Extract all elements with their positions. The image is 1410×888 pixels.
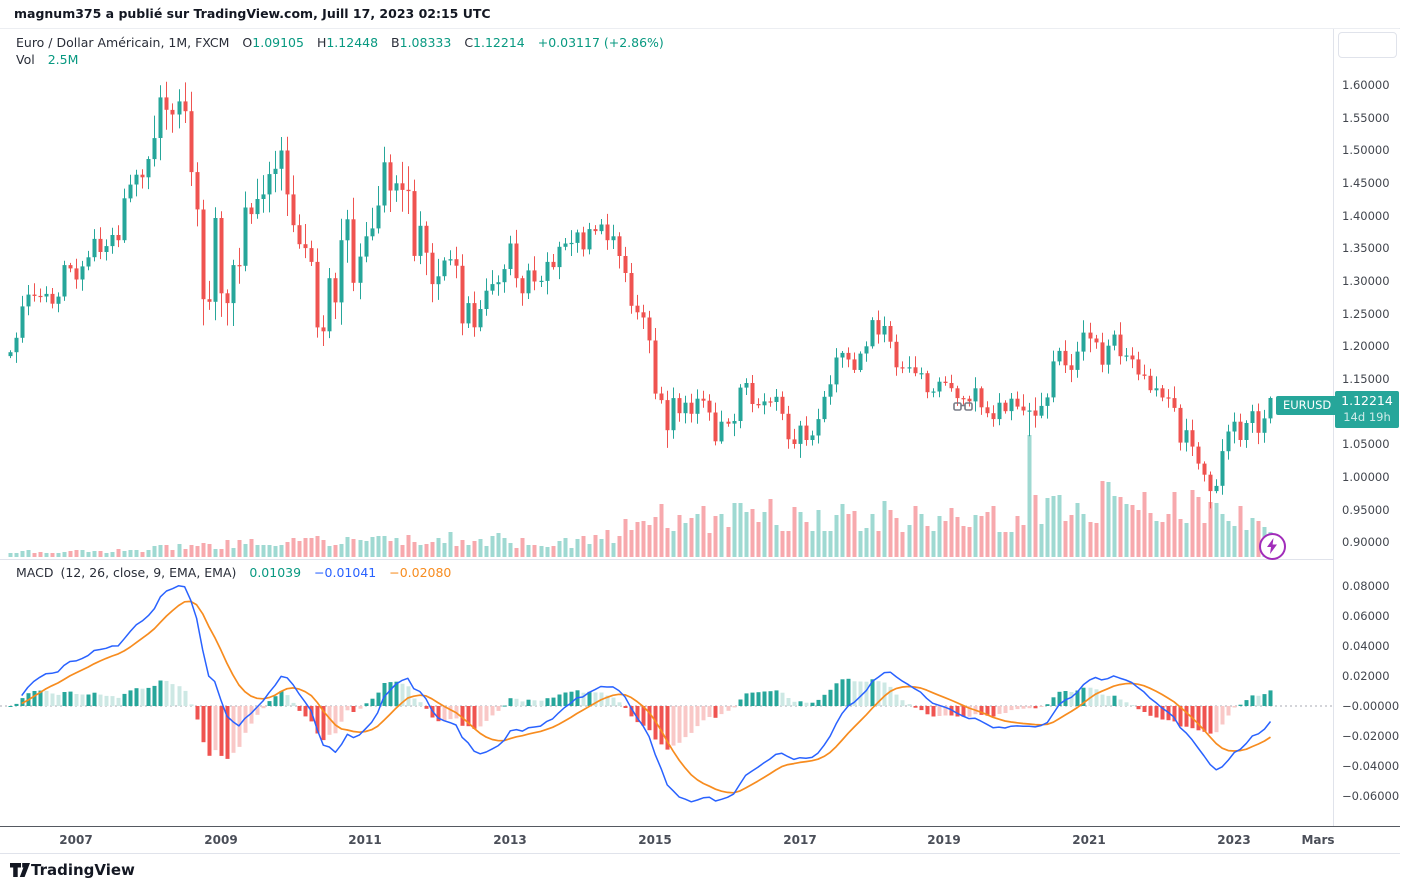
macd-hist-value: 0.01039 (249, 565, 302, 580)
macd-tick-label: 0.02000 (1342, 669, 1390, 683)
price-tick-label: 1.15000 (1342, 372, 1390, 386)
price-axis[interactable]: 1.60000 1.55000 1.50000 1.45000 1.40000 1.350… (1333, 29, 1400, 826)
macd-tick-label: 0.04000 (1342, 639, 1390, 653)
axis-blank-box (1338, 32, 1397, 58)
time-axis-label: 2017 (783, 833, 817, 847)
last-price-label: 1.12214 14d 19h (1335, 391, 1399, 428)
price-tick-label: 1.50000 (1342, 143, 1390, 157)
price-tick-label: 1.20000 (1342, 339, 1390, 353)
price-tick-label: 1.55000 (1342, 111, 1390, 125)
price-tick-label: 1.30000 (1342, 274, 1390, 288)
volume-legend[interactable]: Vol 2.5M (16, 52, 79, 67)
macd-histogram (8, 678, 1273, 759)
high-value: 1.12448 (326, 35, 379, 50)
time-axis-label: 2007 (59, 833, 93, 847)
footer: TradingView (0, 854, 1410, 888)
time-axis-label: 2023 (1217, 833, 1251, 847)
volume-value: 2.5M (47, 52, 79, 67)
time-axis-label: 2015 (638, 833, 672, 847)
time-axis-label: Mars (1301, 833, 1335, 847)
price-tick-label: 1.35000 (1342, 241, 1390, 255)
chart-widget: Euro / Dollar Américain, 1M, FXCM O1.091… (0, 28, 1400, 854)
macd-main-line (21, 585, 1272, 803)
publish-text: magnum375 a publié sur TradingView.com, … (14, 6, 491, 21)
low-value: 1.08333 (399, 35, 452, 50)
price-tick-label: 1.00000 (1342, 470, 1390, 484)
symbol-legend[interactable]: Euro / Dollar Américain, 1M, FXCM O1.091… (16, 35, 664, 50)
time-axis[interactable]: 2007 2009 2011 2013 2015 2017 2019 2021 2023 Mars (0, 826, 1400, 854)
macd-line-value: −0.01041 (314, 565, 377, 580)
price-tick-label: 1.05000 (1342, 437, 1390, 451)
macd-signal-value: −0.02080 (389, 565, 452, 580)
open-value: 1.09105 (252, 35, 304, 50)
pane-separator[interactable] (0, 559, 1400, 560)
price-tick-label: 1.25000 (1342, 307, 1390, 321)
price-tick-label: 0.90000 (1342, 535, 1390, 549)
time-axis-label: 2011 (348, 833, 382, 847)
chart-canvas[interactable] (0, 29, 1333, 826)
tradingview-logo-icon[interactable] (10, 863, 30, 877)
volume-series (8, 435, 1273, 557)
glasses-marker-icon[interactable] (953, 398, 973, 417)
bar-countdown: 14d 19h (1343, 410, 1391, 424)
macd-tick-label: −0.06000 (1342, 789, 1400, 803)
lightning-button[interactable] (1259, 533, 1286, 560)
price-tick-label: 1.60000 (1342, 78, 1390, 92)
macd-tick-label: −0.04000 (1342, 759, 1400, 773)
price-tick-label: 1.45000 (1342, 176, 1390, 190)
time-axis-label: 2013 (493, 833, 527, 847)
macd-tick-label: 0.06000 (1342, 609, 1390, 623)
macd-tick-label: −0.02000 (1342, 729, 1400, 743)
lightning-icon (1267, 538, 1277, 554)
tradingview-brand[interactable]: TradingView (31, 861, 135, 879)
symbol-title: Euro / Dollar Américain, 1M, FXCM (16, 35, 230, 50)
macd-legend[interactable]: MACD (12, 26, close, 9, EMA, EMA) 0.0103… (16, 565, 452, 580)
time-axis-label: 2009 (204, 833, 238, 847)
time-axis-label: 2021 (1072, 833, 1106, 847)
candlestick-series (8, 81, 1273, 509)
change-value: +0.03117 (+2.86%) (537, 35, 664, 50)
macd-tick-label: 0.08000 (1342, 579, 1390, 593)
symbol-price-tag: EURUSD (1276, 396, 1339, 415)
macd-signal-line (21, 600, 1271, 794)
close-value: 1.12214 (473, 35, 525, 50)
publish-bar: magnum375 a publié sur TradingView.com, … (0, 0, 1410, 28)
price-tick-label: 1.40000 (1342, 209, 1390, 223)
time-axis-label: 2019 (927, 833, 961, 847)
price-tick-label: 0.95000 (1342, 503, 1390, 517)
macd-tick-label: −0.00000 (1342, 699, 1400, 713)
